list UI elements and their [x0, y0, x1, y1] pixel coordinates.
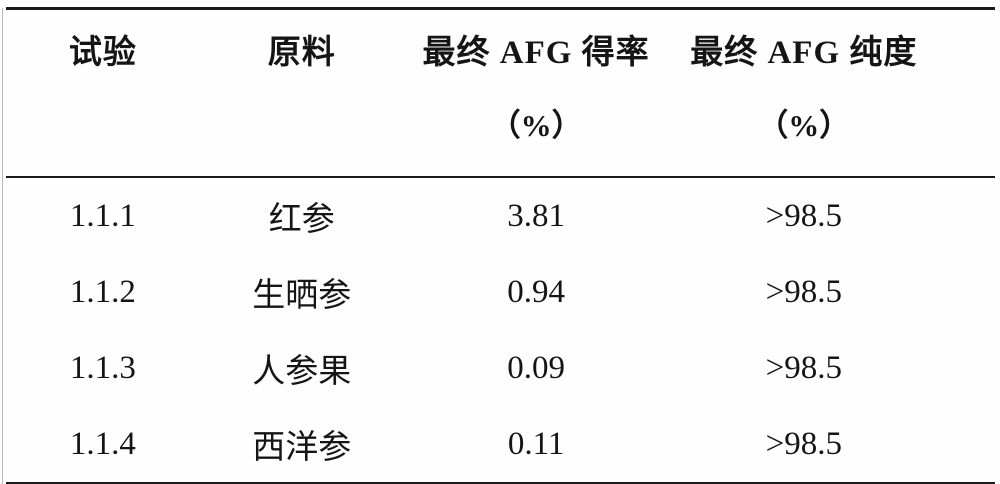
column-header-purity: 最终 AFG 纯度	[690, 35, 918, 71]
column-header-yield: 最终 AFG 得率	[422, 35, 650, 71]
column-header-material-units	[200, 88, 404, 177]
column-header-yield-units: （%）	[489, 108, 583, 143]
column-header-test: 试验	[68, 35, 137, 71]
table-header: 试验 原料 最终 AFG 得率 最终 AFG 纯度 （%） （%）	[6, 8, 995, 177]
cell-purity: >98.5	[765, 197, 842, 234]
column-header-test-units	[6, 88, 200, 177]
column-header-purity-units: （%）	[757, 108, 851, 143]
cell-test: 1.1.1	[69, 197, 136, 234]
cell-test: 1.1.2	[69, 273, 136, 310]
scan-edge-line	[2, 8, 3, 484]
table-row: 1.1.1 红参 3.81 >98.5	[6, 177, 995, 254]
cell-purity: >98.5	[765, 349, 842, 386]
cell-material: 生晒参	[252, 278, 352, 314]
cell-material: 西洋参	[252, 430, 352, 466]
header-row-labels: 试验 原料 最终 AFG 得率 最终 AFG 纯度	[6, 9, 995, 89]
cell-material: 人参果	[252, 354, 352, 390]
cell-purity: >98.5	[765, 273, 842, 310]
cell-yield: 0.09	[507, 349, 565, 386]
table-row: 1.1.4 西洋参 0.11 >98.5	[6, 406, 995, 484]
header-row-units: （%） （%）	[6, 88, 995, 177]
table-row: 1.1.3 人参果 0.09 >98.5	[6, 330, 995, 406]
cell-yield: 0.11	[507, 425, 565, 462]
afg-results-table: 试验 原料 最终 AFG 得率 最终 AFG 纯度 （%） （%） 1.1.1 …	[6, 7, 995, 484]
cell-yield: 0.94	[507, 273, 565, 310]
cell-purity: >98.5	[765, 425, 842, 462]
cell-yield: 3.81	[507, 197, 565, 234]
cell-material: 红参	[268, 202, 335, 238]
cell-test: 1.1.4	[69, 425, 136, 462]
column-header-material: 原料	[267, 35, 336, 71]
cell-test: 1.1.3	[69, 349, 136, 386]
table-body: 1.1.1 红参 3.81 >98.5 1.1.2 生晒参 0.94 >98.5…	[6, 177, 995, 484]
table-row: 1.1.2 生晒参 0.94 >98.5	[6, 254, 995, 330]
